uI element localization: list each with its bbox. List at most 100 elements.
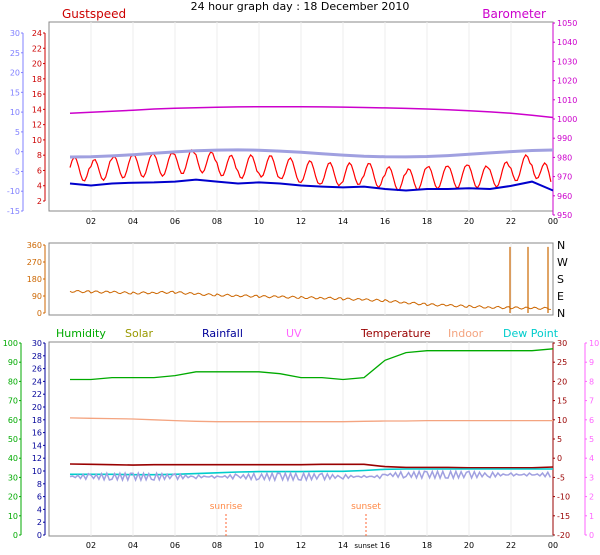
p3-right2-tick-label: 9 [589,358,594,367]
x-tick-label: 22 [506,217,516,226]
p1-left1-tick-label: 20 [10,69,20,78]
x-tick-label: 02 [86,541,96,550]
p1-left2-tick-label: 12 [32,121,42,130]
p1-right-tick-label: 1010 [557,96,577,105]
x-tick-label: 18 [422,541,432,550]
p3-right1-tick-label: 0 [557,454,562,463]
p1-left2-tick-label: 14 [32,105,42,114]
p2-left-tick-label: 180 [27,275,42,284]
p3-right2-tick-label: 3 [589,473,594,482]
p2-left-tick-label: 360 [27,241,42,250]
x-tick-label: 20 [464,541,474,550]
compass-label: N [557,307,565,320]
x-tick-label: 14 [338,217,348,226]
humidity-line [70,348,554,381]
apparent-temp-line [69,469,552,483]
p3-right2-tick-label: 1 [589,512,594,521]
p3-right1-tick-label: 10 [557,416,567,425]
x-tick-label: 14 [338,541,348,550]
p1-left2-tick-label: 22 [32,44,42,53]
x-tick-label: 12 [296,541,306,550]
graph-title: 24 hour graph day : 18 December 2010 [191,0,410,13]
x-tick-label: 04 [128,217,138,226]
p3-right1-tick-label: 20 [557,377,567,386]
temperature-line [69,463,554,469]
p1-left2-tick-label: 24 [32,29,42,38]
legend-indoor: Indoor [448,327,484,340]
p3-left1-tick-label: 80 [8,377,18,386]
barometer-line [69,105,554,119]
p3-left2-tick-label: 2 [37,518,42,527]
x-tick-label: 00 [548,541,558,550]
p1-right-tick-label: 1020 [557,77,577,86]
p1-left1-tick-label: -5 [12,167,20,176]
x-tick-label: 20 [464,217,474,226]
p1-left2-tick-label: 6 [37,166,42,175]
x-tick-label: 06 [170,541,180,550]
x-tick-label: 10 [254,541,264,550]
x-tick-label: 04 [128,541,138,550]
x-tick-label: 22 [506,541,516,550]
compass-label: E [557,290,564,303]
p1-left1-tick-label: 0 [15,148,20,157]
sunset-tick-label: sunset [354,542,377,550]
p3-right2-tick-label: 7 [589,397,594,406]
p1-left1-tick-label: 30 [10,29,20,38]
indoor-line [69,417,553,423]
dew-point-line [70,468,553,476]
p3-right1-tick-label: -20 [557,531,570,540]
x-tick-label: 02 [86,217,96,226]
legend-temperature: Temperature [360,327,431,340]
p3-right1-tick-label: 30 [557,339,567,348]
wind-direction-line [69,289,551,310]
p2-left-tick-label: 0 [37,309,42,318]
p3-right2-tick-label: 0 [589,531,594,540]
p3-left2-tick-label: 28 [32,352,42,361]
p3-left2-tick-label: 18 [32,416,42,425]
x-tick-label: 00 [548,217,558,226]
p1-left2-tick-label: 10 [32,136,42,145]
p1-left1-tick-label: 25 [10,49,20,58]
legend-uv: UV [286,327,302,340]
p1-left1-tick-label: 5 [15,128,20,137]
p1-left1-tick-label: -10 [7,187,20,196]
p3-left2-tick-label: 20 [32,403,42,412]
p3-right1-tick-label: -15 [557,512,570,521]
p3-left1-tick-label: 50 [8,435,18,444]
p3-left1-tick-label: 100 [3,339,18,348]
p3-right2-tick-label: 4 [589,454,594,463]
p3-left2-tick-label: 22 [32,390,42,399]
p1-left1-tick-label: 15 [10,88,20,97]
p3-left2-tick-label: 10 [32,467,42,476]
gustspeed-label: Gustspeed [62,7,126,21]
p1-left2-tick-label: 16 [32,90,42,99]
p1-right-tick-label: 970 [557,173,572,182]
p1-left2-tick-label: 4 [37,182,42,191]
wind-speed-line [69,148,554,159]
p1-left2-tick-label: 20 [32,60,42,69]
p3-left2-tick-label: 14 [32,441,42,450]
p2-left-tick-label: 270 [27,258,42,267]
p3-left1-tick-label: 10 [8,512,18,521]
p3-right1-tick-label: 25 [557,358,567,367]
p1-right-tick-label: 950 [557,211,572,220]
p3-left2-tick-label: 16 [32,429,42,438]
p3-left1-tick-label: 60 [8,416,18,425]
p1-right-tick-label: 1030 [557,57,577,66]
p3-left1-tick-label: 0 [13,531,18,540]
x-tick-label: 10 [254,217,264,226]
p3-left1-tick-label: 40 [8,454,18,463]
p3-left2-tick-label: 26 [32,365,42,374]
p3-left2-tick-label: 8 [37,480,42,489]
gustspeed-line [69,148,552,192]
compass-label: W [557,256,568,269]
p1-right-tick-label: 1040 [557,38,577,47]
p3-right2-tick-label: 10 [589,339,599,348]
sunrise-label: sunrise [210,502,243,512]
p1-right-tick-label: 1050 [557,19,577,28]
p3-left1-tick-label: 30 [8,473,18,482]
p1-right-tick-label: 960 [557,192,572,201]
x-tick-label: 18 [422,217,432,226]
x-tick-label: 08 [212,541,222,550]
p3-right2-tick-label: 5 [589,435,594,444]
